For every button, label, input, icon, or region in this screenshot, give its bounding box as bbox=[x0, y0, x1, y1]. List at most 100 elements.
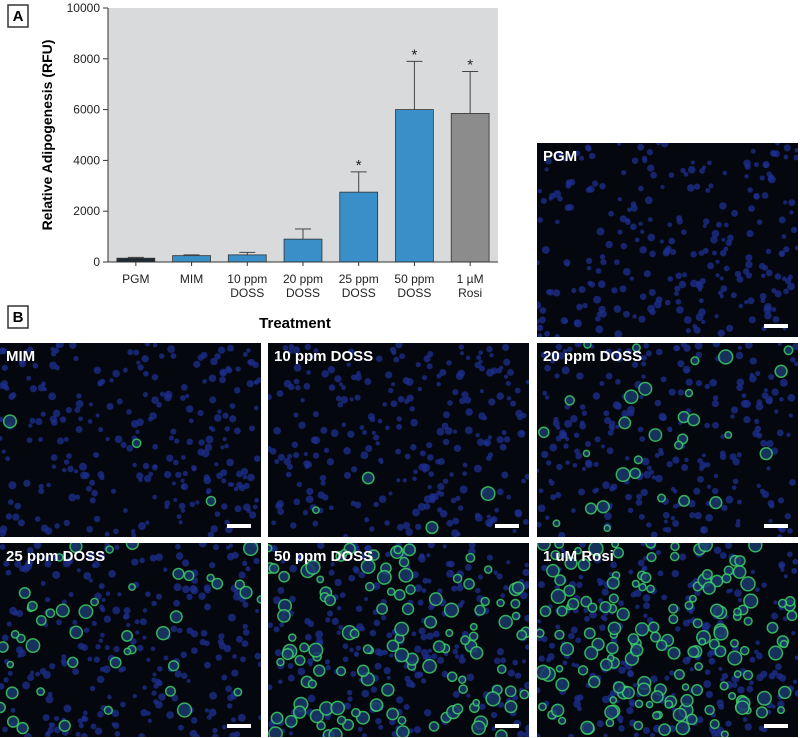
nucleus bbox=[545, 157, 552, 165]
scale-bar bbox=[495, 524, 519, 528]
lipid-cell bbox=[294, 654, 306, 666]
lipid-cell bbox=[336, 715, 347, 726]
nucleus bbox=[674, 285, 681, 292]
nucleus bbox=[221, 503, 228, 510]
nucleus bbox=[226, 552, 235, 561]
nucleus bbox=[122, 367, 128, 373]
cells bbox=[537, 143, 798, 337]
lipid-cell bbox=[616, 607, 630, 621]
nucleus bbox=[308, 661, 313, 667]
nucleus bbox=[252, 361, 259, 369]
nucleus bbox=[120, 666, 127, 672]
nucleus bbox=[414, 645, 422, 653]
nucleus bbox=[684, 457, 689, 463]
nucleus bbox=[74, 406, 81, 413]
nucleus bbox=[771, 288, 777, 294]
nucleus bbox=[565, 183, 571, 189]
nucleus bbox=[668, 388, 676, 396]
nucleus bbox=[725, 543, 733, 549]
nucleus bbox=[390, 382, 396, 387]
lipid-cell bbox=[233, 687, 243, 697]
nucleus bbox=[631, 361, 639, 368]
nucleus bbox=[217, 409, 222, 414]
nucleus bbox=[156, 665, 163, 672]
nucleus bbox=[67, 465, 74, 473]
nucleus bbox=[245, 566, 251, 572]
lipid-cell bbox=[463, 578, 475, 590]
nucleus bbox=[719, 552, 727, 559]
nucleus bbox=[639, 293, 647, 300]
nucleus bbox=[136, 472, 144, 480]
nucleus bbox=[525, 724, 529, 733]
nucleus bbox=[330, 562, 335, 567]
nucleus bbox=[389, 653, 394, 658]
nucleus bbox=[42, 714, 50, 722]
nucleus bbox=[206, 714, 212, 720]
nucleus bbox=[791, 631, 796, 636]
nucleus bbox=[383, 667, 391, 675]
nucleus bbox=[774, 409, 779, 414]
nucleus bbox=[755, 587, 760, 592]
nucleus bbox=[788, 413, 793, 418]
nucleus bbox=[702, 223, 707, 229]
nucleus bbox=[99, 632, 105, 638]
nucleus bbox=[745, 272, 753, 279]
nucleus bbox=[550, 494, 557, 501]
nucleus bbox=[269, 447, 277, 455]
lipid-cell bbox=[783, 345, 794, 356]
nucleus bbox=[615, 424, 620, 429]
lipid-cell bbox=[692, 618, 703, 629]
nucleus bbox=[41, 381, 47, 387]
lipid-cell bbox=[734, 700, 750, 715]
nucleus bbox=[571, 662, 576, 668]
nucleus bbox=[181, 672, 188, 680]
nucleus bbox=[563, 157, 568, 162]
lipid-cell bbox=[645, 543, 657, 549]
lipid-cell bbox=[516, 629, 528, 641]
nucleus bbox=[672, 520, 680, 528]
lipid-cell bbox=[281, 647, 294, 661]
nucleus bbox=[697, 475, 704, 483]
nucleus bbox=[599, 183, 606, 190]
nucleus bbox=[289, 595, 296, 603]
x-tick-label: MIM bbox=[179, 272, 204, 286]
lipid-cell bbox=[288, 633, 297, 642]
lipid-cell bbox=[268, 544, 273, 553]
nucleus bbox=[581, 410, 588, 416]
nucleus bbox=[397, 395, 405, 403]
nucleus bbox=[117, 592, 122, 597]
nucleus bbox=[452, 517, 460, 525]
nucleus bbox=[328, 505, 334, 511]
nucleus bbox=[501, 471, 509, 479]
nucleus bbox=[625, 493, 632, 501]
lipid-cell bbox=[645, 700, 654, 709]
nucleus bbox=[50, 350, 57, 357]
nucleus bbox=[788, 199, 796, 207]
nucleus bbox=[750, 148, 756, 154]
nucleus bbox=[120, 701, 126, 708]
nucleus bbox=[675, 626, 681, 632]
nucleus bbox=[282, 344, 289, 351]
nucleus bbox=[560, 547, 565, 553]
lipid-cell bbox=[169, 610, 183, 624]
nucleus bbox=[169, 435, 174, 441]
lipid-cell bbox=[277, 608, 291, 623]
nucleus bbox=[396, 416, 402, 422]
nucleus bbox=[540, 351, 548, 359]
nucleus bbox=[45, 695, 54, 704]
nucleus bbox=[369, 629, 377, 637]
nucleus bbox=[405, 378, 414, 386]
nucleus bbox=[501, 430, 507, 436]
nucleus bbox=[252, 504, 258, 510]
nucleus bbox=[455, 495, 461, 501]
nucleus bbox=[224, 443, 229, 449]
nucleus bbox=[222, 437, 227, 442]
lipid-cell bbox=[376, 569, 392, 585]
nucleus bbox=[180, 483, 189, 491]
nucleus bbox=[537, 333, 543, 337]
nucleus bbox=[87, 419, 93, 424]
nucleus bbox=[306, 487, 314, 496]
nucleus bbox=[140, 709, 148, 717]
lipid-cell bbox=[564, 395, 575, 406]
nucleus bbox=[454, 644, 460, 649]
